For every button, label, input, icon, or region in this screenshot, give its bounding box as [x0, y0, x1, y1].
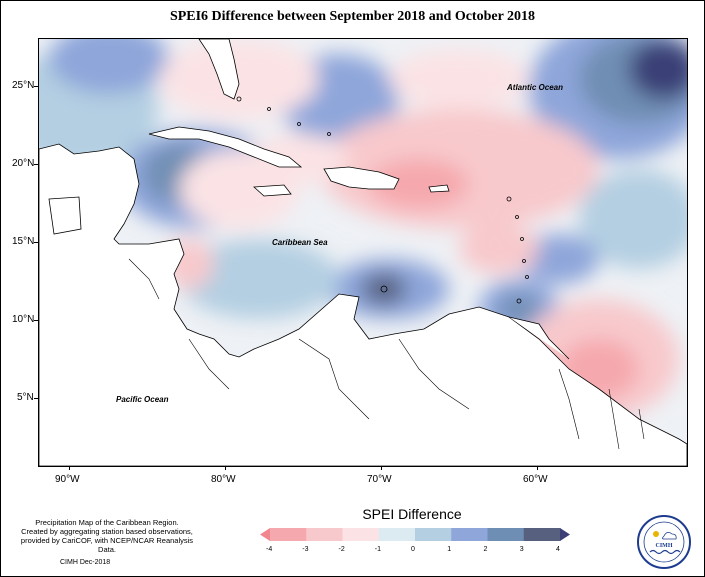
lat-label-5: 5°N: [17, 392, 34, 403]
footer-note: Precipitation Map of the Caribbean Regio…: [12, 518, 202, 554]
island: [522, 259, 526, 263]
logo-inner: [643, 521, 685, 563]
border-line: [128, 258, 160, 300]
caribbean-sea-label: Caribbean Sea: [272, 238, 328, 247]
legend-swatch: [378, 528, 416, 541]
field-blob: [499, 294, 539, 324]
lon-label-90: 90°W: [55, 474, 80, 485]
lat-tick: [34, 242, 38, 243]
legend-tick-label: 1: [447, 546, 452, 553]
footer-note-line: provided by CariCOF, with NCEP/NCAR Rean…: [20, 536, 194, 554]
island: [380, 285, 388, 293]
map-panel: Atlantic Ocean Caribbean Sea Pacific Oce…: [38, 38, 688, 467]
field-blob: [369, 159, 469, 209]
lat-label-15: 15°N: [12, 236, 35, 247]
island: [327, 132, 331, 136]
florida-land: [198, 39, 240, 100]
field-blob: [519, 234, 599, 284]
legend-swatch: [487, 528, 525, 541]
border-line: [398, 338, 470, 410]
lon-label-60: 60°W: [523, 474, 548, 485]
lon-label-80: 80°W: [211, 474, 236, 485]
central-america-land: [39, 143, 687, 466]
border-line: [608, 388, 620, 450]
legend-tick-label: 2: [483, 546, 488, 553]
lat-label-20: 20°N: [12, 158, 35, 169]
legend-swatch: [523, 528, 561, 541]
lat-label-10: 10°N: [12, 314, 35, 325]
legend-tick-label: 0: [411, 546, 415, 553]
border-line: [558, 368, 580, 440]
map-title: SPEI6 Difference between September 2018 …: [169, 9, 536, 24]
field-blob: [579, 169, 687, 269]
border-line: [638, 408, 645, 440]
legend-swatch: [342, 528, 380, 541]
lon-tick: [537, 466, 538, 470]
footer-date: CIMH Dec-2018: [60, 559, 111, 566]
legend-title: SPEI Difference: [362, 506, 462, 522]
field-blob: [179, 239, 339, 319]
cuba-island: [148, 126, 303, 168]
wave-icon: [649, 549, 681, 555]
lat-label-25: 25°N: [12, 80, 35, 91]
lon-tick: [381, 466, 382, 470]
legend-tick-label: -1: [374, 546, 381, 553]
footer-note-line: Precipitation Map of the Caribbean Regio…: [35, 518, 179, 527]
lat-tick: [34, 86, 38, 87]
field-blob: [49, 39, 169, 94]
sun-icon: [653, 531, 659, 537]
legend-colorbar: [260, 528, 570, 541]
jamaica-island: [253, 184, 292, 197]
legend-tick-label: -4: [266, 546, 273, 553]
island: [506, 196, 512, 202]
legend-swatch: [415, 528, 452, 541]
lat-tick: [34, 398, 38, 399]
lat-tick: [34, 164, 38, 165]
cimh-logo: CIMH: [637, 515, 691, 569]
lon-tick: [69, 466, 70, 470]
island: [267, 107, 271, 111]
border-line: [188, 338, 230, 390]
logo-text: CIMH: [656, 543, 673, 549]
island: [515, 215, 519, 219]
field-blob: [159, 39, 319, 119]
pacific-ocean-label: Pacific Ocean: [116, 395, 169, 404]
lon-label-70: 70°W: [367, 474, 392, 485]
country-borders: [128, 258, 645, 450]
spei-map: Atlantic Ocean Caribbean Sea Pacific Oce…: [39, 39, 687, 466]
border-line: [298, 338, 370, 420]
small-islands: [236, 96, 529, 304]
hispaniola-island: [323, 166, 400, 190]
field-blob: [249, 134, 349, 184]
lon-tick: [225, 466, 226, 470]
south-america-coast: [508, 316, 570, 360]
island: [236, 96, 242, 102]
cloud-icon: [662, 532, 677, 540]
footer-note-line: Created by aggregating station based obs…: [21, 527, 193, 536]
field-blob: [362, 273, 406, 305]
legend-swatch: [270, 528, 307, 541]
field-blob: [629, 39, 687, 99]
island: [297, 122, 301, 126]
legend-swatch: [451, 528, 488, 541]
field-blob: [389, 49, 529, 109]
legend-tick-label: -2: [338, 546, 345, 553]
legend-tick-label: 3: [519, 546, 524, 553]
puerto-rico-island: [428, 184, 450, 193]
legend-tick-label: -3: [302, 546, 309, 553]
lat-tick: [34, 320, 38, 321]
legend-tick-label: 4: [556, 546, 560, 553]
landmasses: [39, 39, 687, 466]
legend-swatch: [260, 528, 270, 541]
legend-swatch: [560, 528, 570, 541]
yucatan-land: [48, 196, 82, 235]
island: [520, 237, 524, 241]
atlantic-ocean-label: Atlantic Ocean: [506, 83, 563, 92]
island: [525, 275, 529, 279]
field-blob: [459, 224, 539, 274]
island: [516, 298, 522, 304]
legend-swatch: [306, 528, 343, 541]
